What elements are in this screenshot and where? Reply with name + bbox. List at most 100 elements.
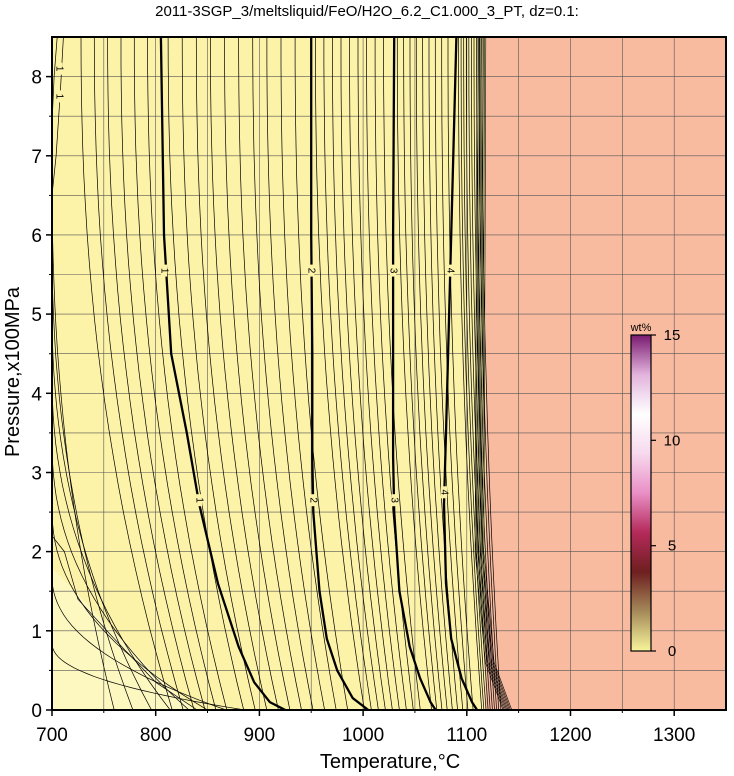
minor-contour — [447, 37, 474, 710]
minor-contour — [120, 37, 206, 710]
contour-label-bg — [390, 264, 397, 277]
y-tick-label: 3 — [31, 464, 42, 485]
colorbar-tick-label: 15 — [664, 327, 681, 344]
high-value-region — [485, 37, 726, 710]
minor-contour — [167, 37, 245, 710]
minor-contour — [210, 37, 279, 710]
y-tick-label: 0 — [31, 701, 42, 722]
minor-contour — [107, 37, 195, 710]
y-tick-label: 1 — [31, 622, 42, 643]
minor-contour — [357, 37, 400, 710]
colorbar: wt% 0 5 10 15 — [630, 322, 681, 660]
minor-contour — [266, 37, 325, 710]
colorbar-tick-label: 0 — [668, 643, 676, 660]
y-tick-label: 4 — [31, 384, 42, 405]
x-tick-label: 800 — [140, 725, 172, 746]
minor-contour — [52, 642, 245, 710]
minor-contour — [252, 37, 314, 710]
minor-contour — [474, 37, 504, 710]
minor-contour — [181, 37, 256, 710]
minor-contour — [195, 37, 268, 710]
contour-lines — [52, 37, 513, 710]
minor-contour — [396, 37, 432, 710]
minor-contour — [133, 37, 217, 710]
minor-contour — [52, 373, 171, 710]
contour-4 — [442, 37, 479, 710]
x-axis-label: Temperature,°C — [320, 751, 460, 773]
x-tick-label: 1100 — [446, 725, 487, 746]
y-tick-label: 6 — [31, 226, 42, 247]
minor-contour — [460, 37, 485, 710]
y-tick-label: 2 — [31, 543, 42, 564]
minor-contour — [238, 37, 302, 710]
minor-contour — [422, 37, 453, 710]
x-tick-label: 1200 — [549, 725, 591, 746]
contour-label: 1 — [194, 497, 205, 503]
contour-label-bg — [56, 62, 63, 75]
minor-contour — [332, 37, 379, 710]
minor-contour — [476, 37, 505, 710]
x-tick-label: 700 — [36, 725, 68, 746]
minor-contour — [52, 238, 134, 710]
y-axis: 0 1 2 3 4 5 6 7 8 — [31, 68, 52, 722]
x-axis: 700 800 900 1000 1100 1200 1300 — [36, 710, 695, 746]
x-tick-label: 900 — [244, 725, 276, 746]
minor-contour — [52, 575, 227, 710]
minor-contour — [52, 171, 115, 710]
contour-label: 3 — [389, 497, 400, 503]
minor-contour — [479, 37, 509, 710]
minor-contour — [93, 37, 184, 710]
contour-label: 4 — [445, 268, 456, 274]
colorbar-tick-label: 5 — [668, 538, 676, 555]
y-axis-label: Pressure,x100MPa — [2, 286, 24, 457]
contour-label-bg — [441, 486, 447, 499]
contour-label: 2 — [306, 268, 317, 274]
contour-label: 1 — [158, 268, 169, 274]
minor-contour — [52, 508, 208, 710]
minor-contour — [349, 37, 393, 710]
minor-contour — [478, 37, 508, 710]
minor-contour — [383, 37, 421, 710]
x-tick-label: 1000 — [342, 725, 384, 746]
low-value-region — [52, 37, 486, 710]
minor-contour — [434, 37, 464, 710]
chart-title: 2011-3SGP_3/meltsliquid/FeO/H2O_6.2_C1.0… — [155, 3, 579, 20]
contour-label-bg — [391, 494, 398, 507]
minor-contour — [409, 37, 443, 710]
minor-contour — [280, 37, 337, 710]
minor-contour — [481, 37, 502, 710]
minor-contour — [52, 306, 152, 710]
contour-1 — [159, 37, 286, 710]
minor-contour — [477, 37, 506, 710]
minor-contour — [340, 37, 386, 710]
minor-contour — [458, 37, 483, 710]
contour-label: 3 — [387, 268, 398, 274]
minor-contour — [147, 37, 228, 710]
minor-contour — [481, 37, 510, 710]
y-tick-label: 8 — [31, 68, 42, 89]
plot-background — [52, 37, 726, 710]
colorbar-unit: wt% — [630, 322, 652, 334]
contour-label-bg — [447, 264, 454, 277]
contour-labels: 1 2 3 4 1 2 3 4 1 1 — [54, 62, 456, 507]
minor-contour — [482, 37, 511, 710]
contour-label: 1 — [54, 94, 65, 100]
minor-contour — [323, 37, 372, 710]
minor-contour — [52, 440, 190, 710]
minor-contour — [315, 37, 365, 710]
contour-label: 2 — [308, 497, 319, 503]
contour-label-bg — [308, 264, 315, 277]
x-tick-label: 1300 — [653, 725, 695, 746]
minor-contour — [80, 37, 173, 710]
contour-label-bg — [196, 494, 203, 507]
y-tick-label: 5 — [31, 305, 42, 326]
minor-contour — [294, 37, 349, 710]
colorbar-scale — [630, 334, 652, 652]
contour-label: 4 — [438, 490, 449, 496]
minor-contour — [403, 37, 438, 710]
colorbar-tick-label: 10 — [664, 432, 681, 449]
contour-3 — [391, 37, 437, 710]
minor-contour — [483, 37, 513, 710]
contour-2 — [310, 37, 369, 710]
